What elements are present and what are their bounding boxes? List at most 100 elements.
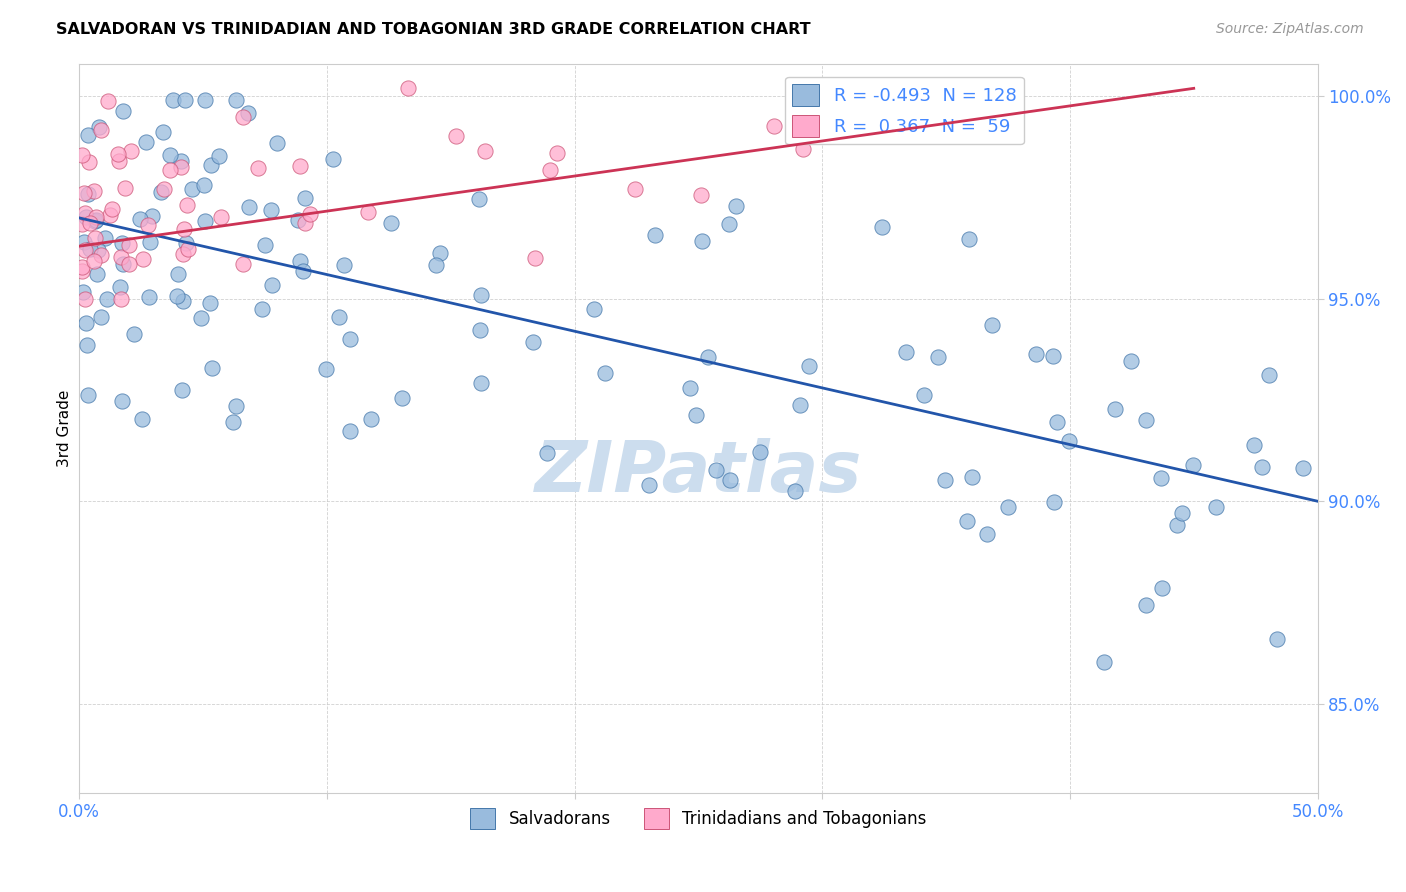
Point [90,248,112,262]
Point [1121,353,1143,368]
Point [789,398,811,412]
Point [981,318,1004,332]
Point [976,526,998,541]
Point [70,217,93,231]
Point [912,388,935,402]
Point [225,399,247,413]
Point [474,145,496,159]
Point [1265,632,1288,647]
Point [173,222,195,236]
Point [172,294,194,309]
Point [139,235,162,250]
Point [75,316,97,330]
Point [174,94,197,108]
Point [583,301,606,316]
Point [380,215,402,229]
Point [236,106,259,120]
Point [159,148,181,162]
Point [200,158,222,172]
Point [170,383,193,397]
Legend: Salvadorans, Trinidadians and Tobagonians: Salvadorans, Trinidadians and Tobagonian… [464,802,934,835]
Point [339,424,361,438]
Point [725,199,748,213]
Point [98,209,121,223]
Point [538,163,561,178]
Point [956,515,979,529]
Point [332,258,354,272]
Point [162,94,184,108]
Point [101,202,124,217]
Point [1150,471,1173,485]
Point [190,311,212,326]
Point [1166,518,1188,533]
Point [749,444,772,458]
Point [153,182,176,196]
Point [637,477,659,491]
Point [208,149,231,163]
Point [136,218,159,232]
Point [70,264,93,278]
Point [468,192,491,206]
Point [689,187,711,202]
Point [194,213,217,227]
Point [76,388,98,402]
Point [797,359,820,373]
Point [253,238,276,252]
Point [862,81,884,95]
Point [84,211,107,225]
Point [927,350,949,364]
Point [328,310,350,324]
Point [470,288,492,302]
Point [934,473,956,487]
Point [79,216,101,230]
Point [322,153,344,167]
Point [522,334,544,349]
Point [135,135,157,149]
Point [90,310,112,324]
Point [294,216,316,230]
Point [593,366,616,380]
Point [70,260,93,274]
Y-axis label: 3rd Grade: 3rd Grade [58,390,72,467]
Point [176,197,198,211]
Point [1042,349,1064,363]
Point [470,376,492,390]
Point [1059,434,1081,449]
Point [108,154,131,169]
Point [794,98,817,112]
Point [1181,458,1204,472]
Text: ZIPatlas: ZIPatlas [534,438,862,507]
Point [177,242,200,256]
Point [391,391,413,405]
Point [193,178,215,193]
Point [1046,415,1069,429]
Point [201,360,224,375]
Point [1171,506,1194,520]
Point [704,463,727,477]
Point [315,361,337,376]
Point [111,394,134,409]
Point [152,125,174,139]
Point [232,257,254,271]
Point [167,267,190,281]
Point [266,136,288,150]
Point [166,289,188,303]
Point [86,212,108,227]
Point [536,446,558,460]
Point [131,412,153,426]
Point [75,210,97,224]
Point [129,211,152,226]
Point [1043,495,1066,509]
Point [76,338,98,352]
Point [697,351,720,365]
Point [75,206,97,220]
Point [76,187,98,202]
Point [110,292,132,306]
Point [73,235,96,249]
Point [172,247,194,261]
Point [425,258,447,272]
Point [149,185,172,199]
Point [1152,582,1174,596]
Point [792,142,814,156]
Point [260,277,283,292]
